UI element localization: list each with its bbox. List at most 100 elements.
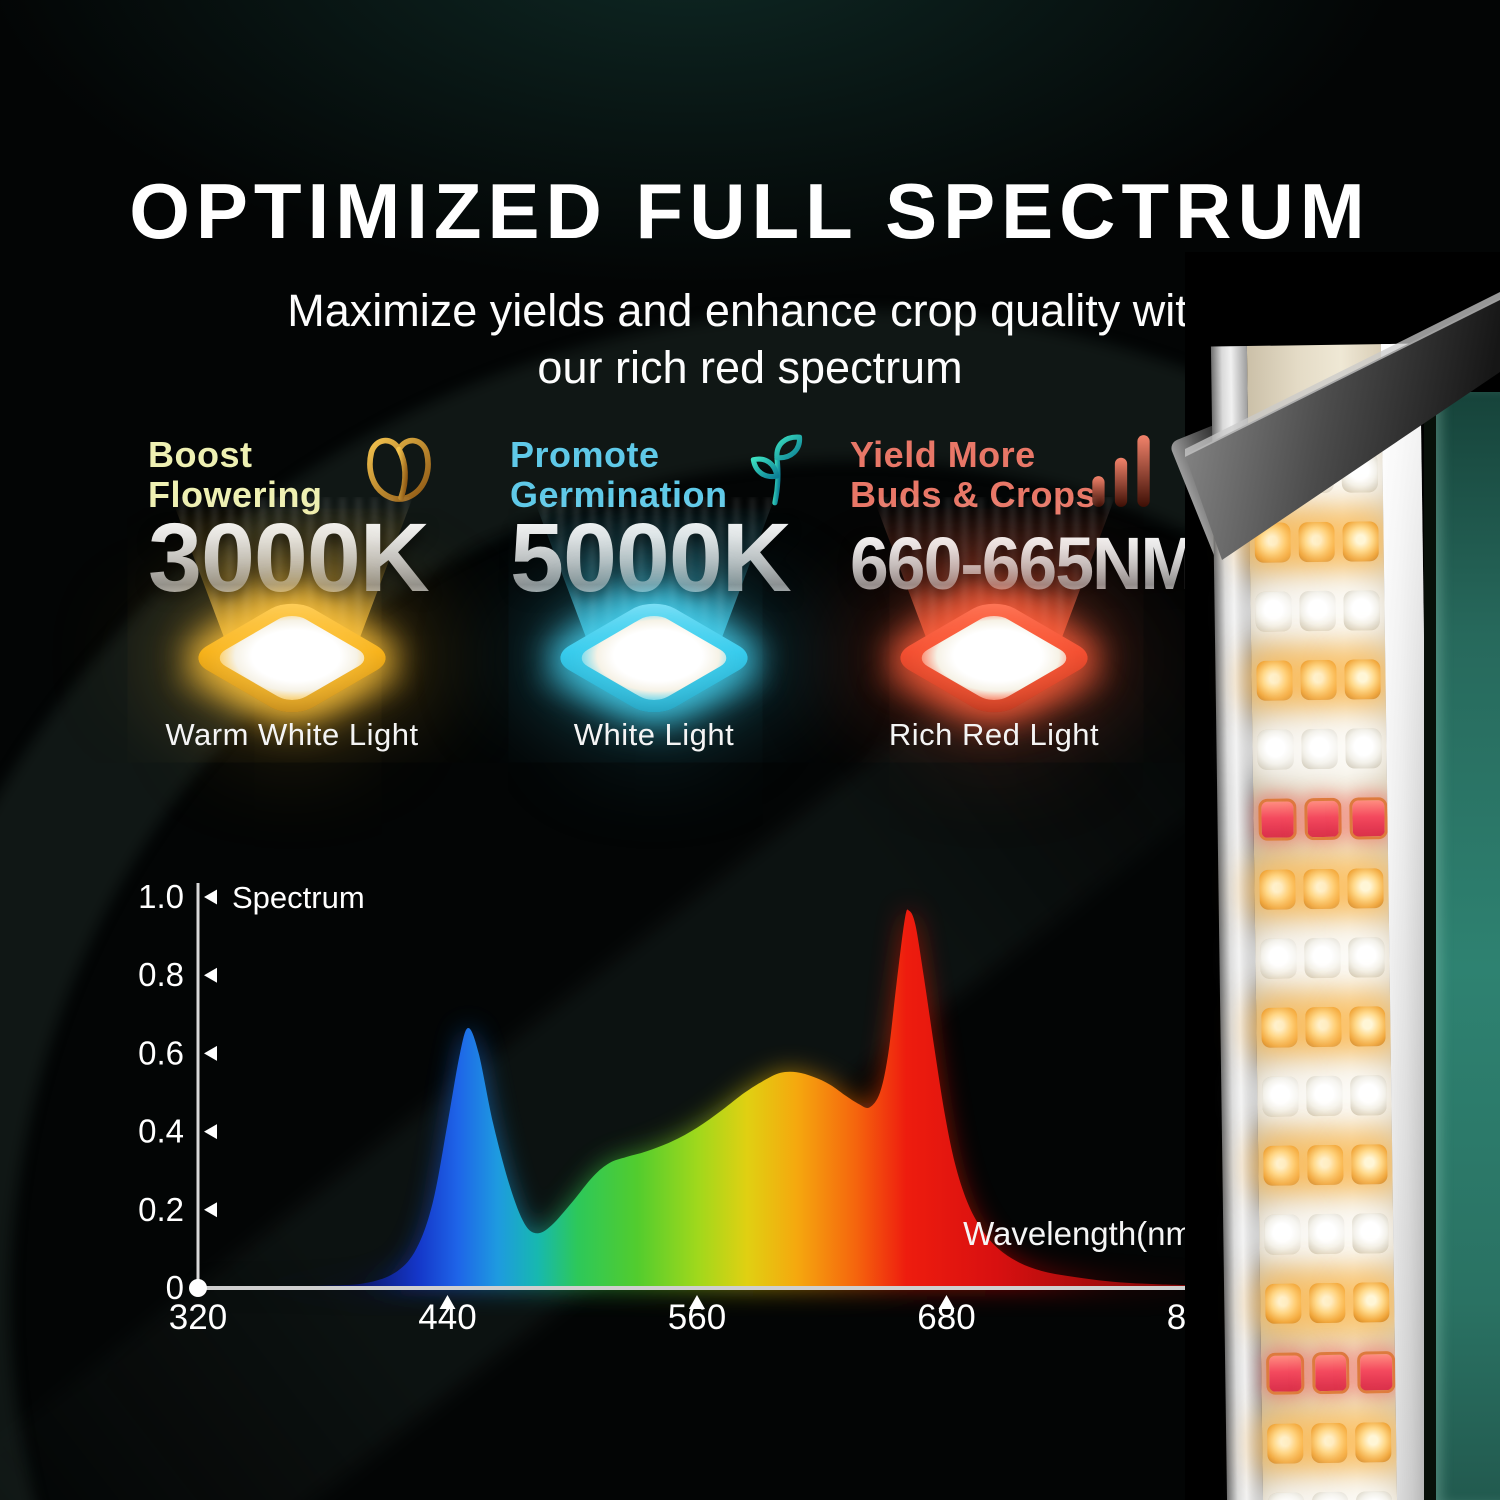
feature-label: Warm White Light — [165, 717, 419, 752]
spectrum-curve-area — [198, 909, 1196, 1288]
y-tick-arrow — [204, 889, 217, 905]
led-white — [1262, 1076, 1299, 1117]
chip-body — [547, 596, 761, 720]
led-row — [1261, 1006, 1391, 1048]
led-white — [1257, 729, 1294, 770]
chip-light-face — [211, 611, 373, 705]
feature-label: Rich Red Light — [888, 717, 1100, 752]
led-white — [1304, 937, 1341, 979]
led-warm — [1259, 869, 1296, 910]
feature-boost-flowering: Boost Flowering 3000K Warm White Light — [148, 425, 510, 770]
x-tick-label: 320 — [169, 1298, 227, 1337]
led-white — [1311, 1491, 1349, 1500]
led-warm — [1309, 1282, 1346, 1324]
led-red — [1349, 797, 1388, 840]
led-row — [1263, 1144, 1393, 1186]
led-red — [1357, 1351, 1396, 1394]
led-warm — [1349, 1006, 1386, 1047]
led-row — [1256, 659, 1386, 701]
led-row — [1262, 1075, 1392, 1117]
led-row — [1259, 868, 1389, 910]
feature-yield-more: Yield More Buds & Crops 660-665NM Rich Re… — [850, 425, 1250, 770]
led-white — [1343, 590, 1380, 631]
chip-light-face — [913, 611, 1075, 705]
led-white — [1267, 1492, 1305, 1500]
led-chip-warm-white — [178, 596, 406, 720]
led-white — [1299, 590, 1336, 632]
feature-title-line1: Boost — [148, 434, 253, 475]
feature-value: 5000K — [510, 503, 792, 612]
led-warm — [1256, 660, 1293, 701]
led-row — [1257, 728, 1387, 770]
led-warm — [1354, 1422, 1392, 1463]
feature-value: 660-665NM — [850, 522, 1198, 605]
led-warm — [1352, 1282, 1390, 1323]
feature-title-line1: Yield More — [850, 434, 1036, 475]
led-warm — [1307, 1144, 1344, 1186]
origin-dot — [189, 1279, 207, 1297]
feature-promote-germination: Promote Germination 5000K White Light — [510, 425, 850, 770]
led-white — [1352, 1213, 1389, 1254]
led-red — [1258, 798, 1297, 841]
feature-title-line1: Promote — [510, 434, 660, 475]
y-tick-label: 0.4 — [138, 1113, 184, 1150]
x-tick-arrow — [439, 1295, 456, 1309]
led-chip-white — [540, 596, 768, 720]
led-white — [1301, 728, 1338, 770]
chip-light-face — [573, 611, 735, 705]
sprout-icon — [740, 429, 818, 511]
led-warm — [1265, 1283, 1302, 1324]
led-white — [1350, 1075, 1387, 1116]
spectrum-chart: 00.20.40.60.81.0Spectrum320440560680800W… — [138, 878, 1225, 1337]
chip-body — [887, 596, 1101, 720]
page-title: OPTIMIZED FULL SPECTRUM — [129, 167, 1371, 256]
led-white — [1355, 1491, 1393, 1500]
chip-body — [185, 596, 399, 720]
led-red — [1303, 797, 1343, 841]
feature-columns: Boost Flowering 3000K Warm White Light Pr… — [148, 425, 1353, 770]
led-row — [1264, 1213, 1394, 1255]
led-row — [1258, 797, 1388, 841]
led-warm — [1303, 868, 1340, 910]
led-row — [1265, 1282, 1395, 1324]
feature-value: 3000K — [148, 503, 430, 612]
led-white — [1345, 728, 1382, 769]
led-warm — [1263, 1145, 1300, 1186]
page-subtitle: Maximize yields and enhance crop quality… — [0, 283, 1500, 396]
led-warm — [1266, 1423, 1304, 1464]
subtitle-line-1: Maximize yields and enhance crop quality… — [287, 285, 1213, 336]
y-tick-arrow — [204, 1202, 217, 1218]
led-white — [1255, 591, 1292, 632]
y-axis-label: Spectrum — [232, 880, 365, 915]
led-row — [1265, 1351, 1396, 1395]
led-white — [1264, 1214, 1301, 1255]
y-tick-arrow — [204, 967, 217, 983]
y-tick-arrow — [204, 1045, 217, 1061]
led-warm — [1300, 659, 1337, 701]
led-chip-red — [880, 596, 1108, 720]
y-tick-arrow — [204, 1124, 217, 1140]
x-tick-arrow — [938, 1295, 955, 1309]
led-warm — [1305, 1006, 1342, 1048]
led-white — [1348, 937, 1385, 978]
led-warm — [1347, 868, 1384, 909]
feature-label: White Light — [573, 717, 735, 752]
led-row — [1266, 1422, 1397, 1464]
y-tick-label: 0.2 — [138, 1191, 184, 1228]
y-tick-label: 0.6 — [138, 1034, 184, 1071]
subtitle-line-2: our rich red spectrum — [537, 341, 963, 393]
led-row — [1267, 1491, 1398, 1500]
led-warm — [1344, 659, 1381, 700]
led-light-bar-photo — [1168, 0, 1500, 1500]
led-warm — [1310, 1422, 1348, 1464]
teal-backdrop — [1424, 392, 1500, 1500]
y-tick-label: 0.8 — [138, 956, 184, 993]
led-white — [1306, 1075, 1343, 1117]
led-warm — [1261, 1007, 1298, 1048]
led-red — [1311, 1351, 1350, 1395]
led-row — [1255, 590, 1385, 632]
y-tick-label: 1.0 — [138, 878, 184, 915]
led-red — [1265, 1352, 1305, 1395]
led-white — [1260, 938, 1297, 979]
